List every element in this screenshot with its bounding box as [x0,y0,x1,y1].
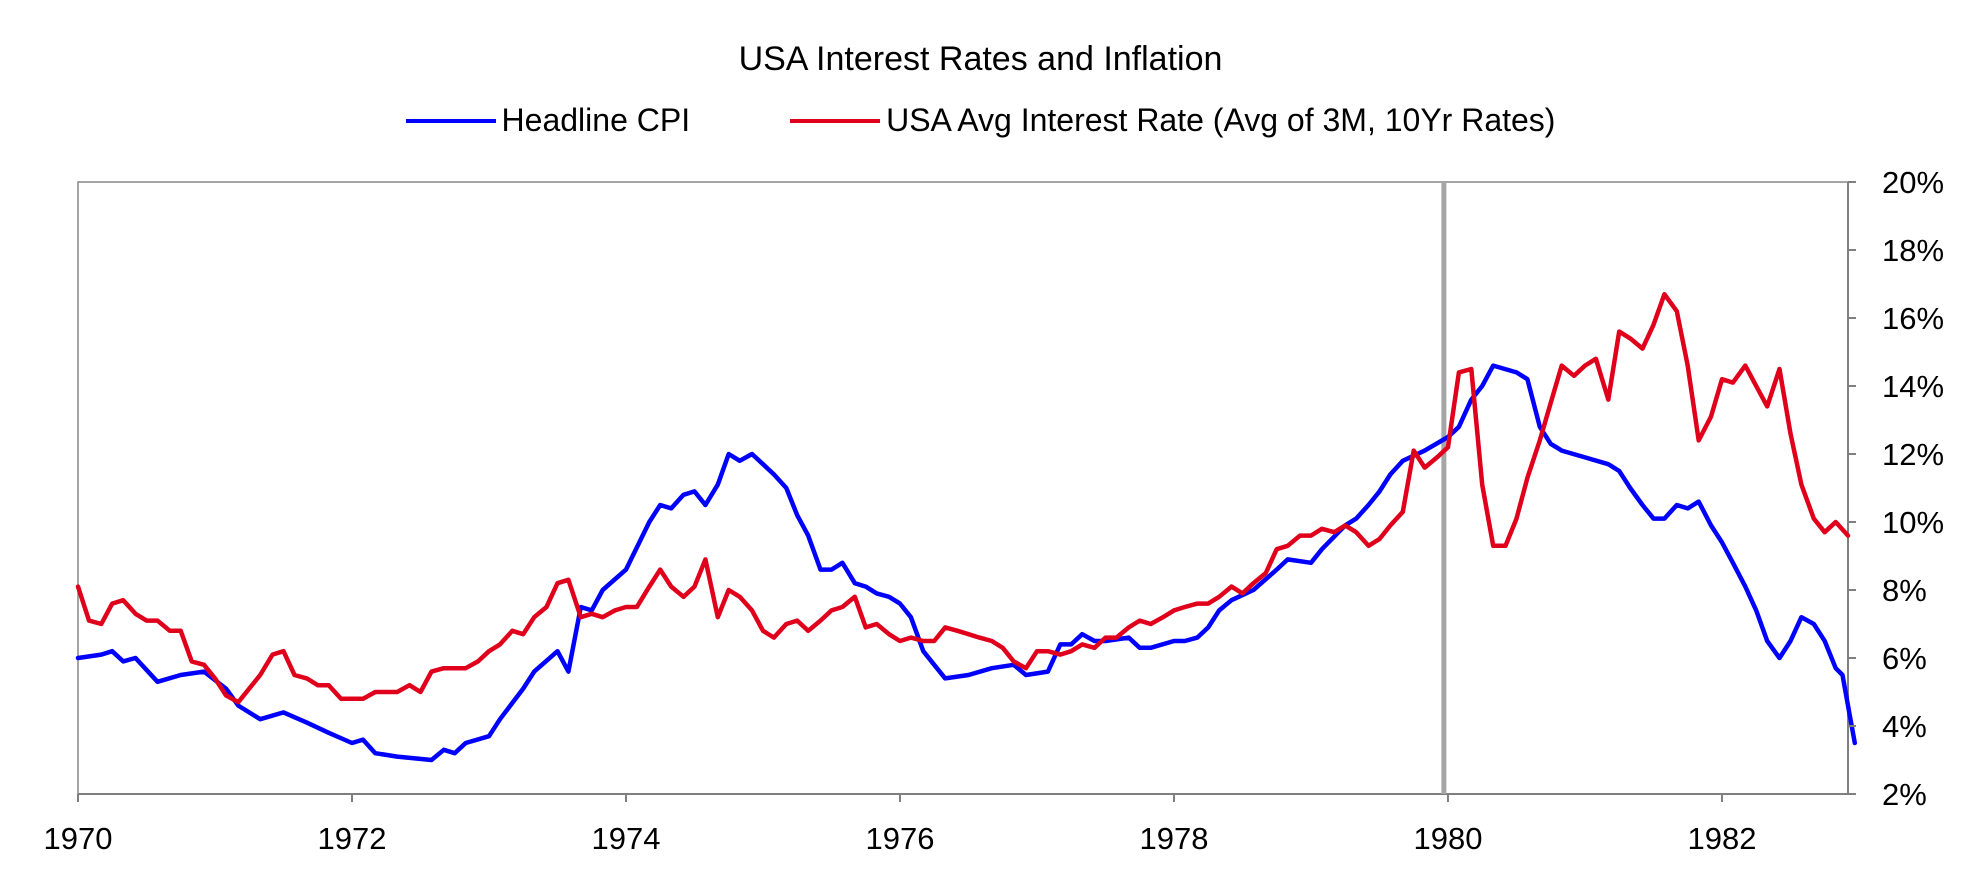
y-tick-label: 20% [1882,165,1944,200]
legend-label-interest-rate: USA Avg Interest Rate (Avg of 3M, 10Yr R… [886,102,1556,138]
y-tick-label: 18% [1882,233,1944,268]
y-tick-label: 4% [1882,709,1927,744]
x-tick-label: 1974 [592,821,661,856]
series-line-cpi [75,363,1858,763]
y-tick-label: 2% [1882,777,1927,812]
x-tick-label: 1972 [318,821,387,856]
y-tick-label: 10% [1882,505,1944,540]
tick-layer: 20% 18% 16% 14% 12% 10% 8% 6% 4% 2% 1970 1972 1974 19… [44,165,1945,856]
legend-item-interest-rate: USA Avg Interest Rate (Avg of 3M, 10Yr R… [790,102,1555,139]
y-tick-label: 12% [1882,437,1944,472]
y-tick-label: 8% [1882,573,1927,608]
legend: Headline CPI USA Avg Interest Rate (Avg … [0,102,1961,139]
y-tick-label: 16% [1882,301,1944,336]
x-tick-label: 1976 [865,821,934,856]
legend-label-cpi: Headline CPI [501,102,691,138]
series-line-interest-rate [75,291,1851,705]
x-tick-label: 1980 [1413,821,1482,856]
series-layer [75,291,1858,763]
x-tick-label: 1982 [1687,821,1756,856]
legend-swatch-interest-rate [790,118,881,123]
legend-item-cpi: Headline CPI [405,102,691,139]
legend-swatch-cpi [405,118,496,123]
axes-layer [77,181,1849,795]
y-tick-label: 14% [1882,369,1944,404]
plot-area-frame [77,181,1849,795]
x-tick-label: 1970 [44,821,113,856]
chart-title: USA Interest Rates and Inflation [738,40,1223,78]
x-tick-label: 1978 [1139,821,1208,856]
y-tick-label: 6% [1882,641,1927,676]
